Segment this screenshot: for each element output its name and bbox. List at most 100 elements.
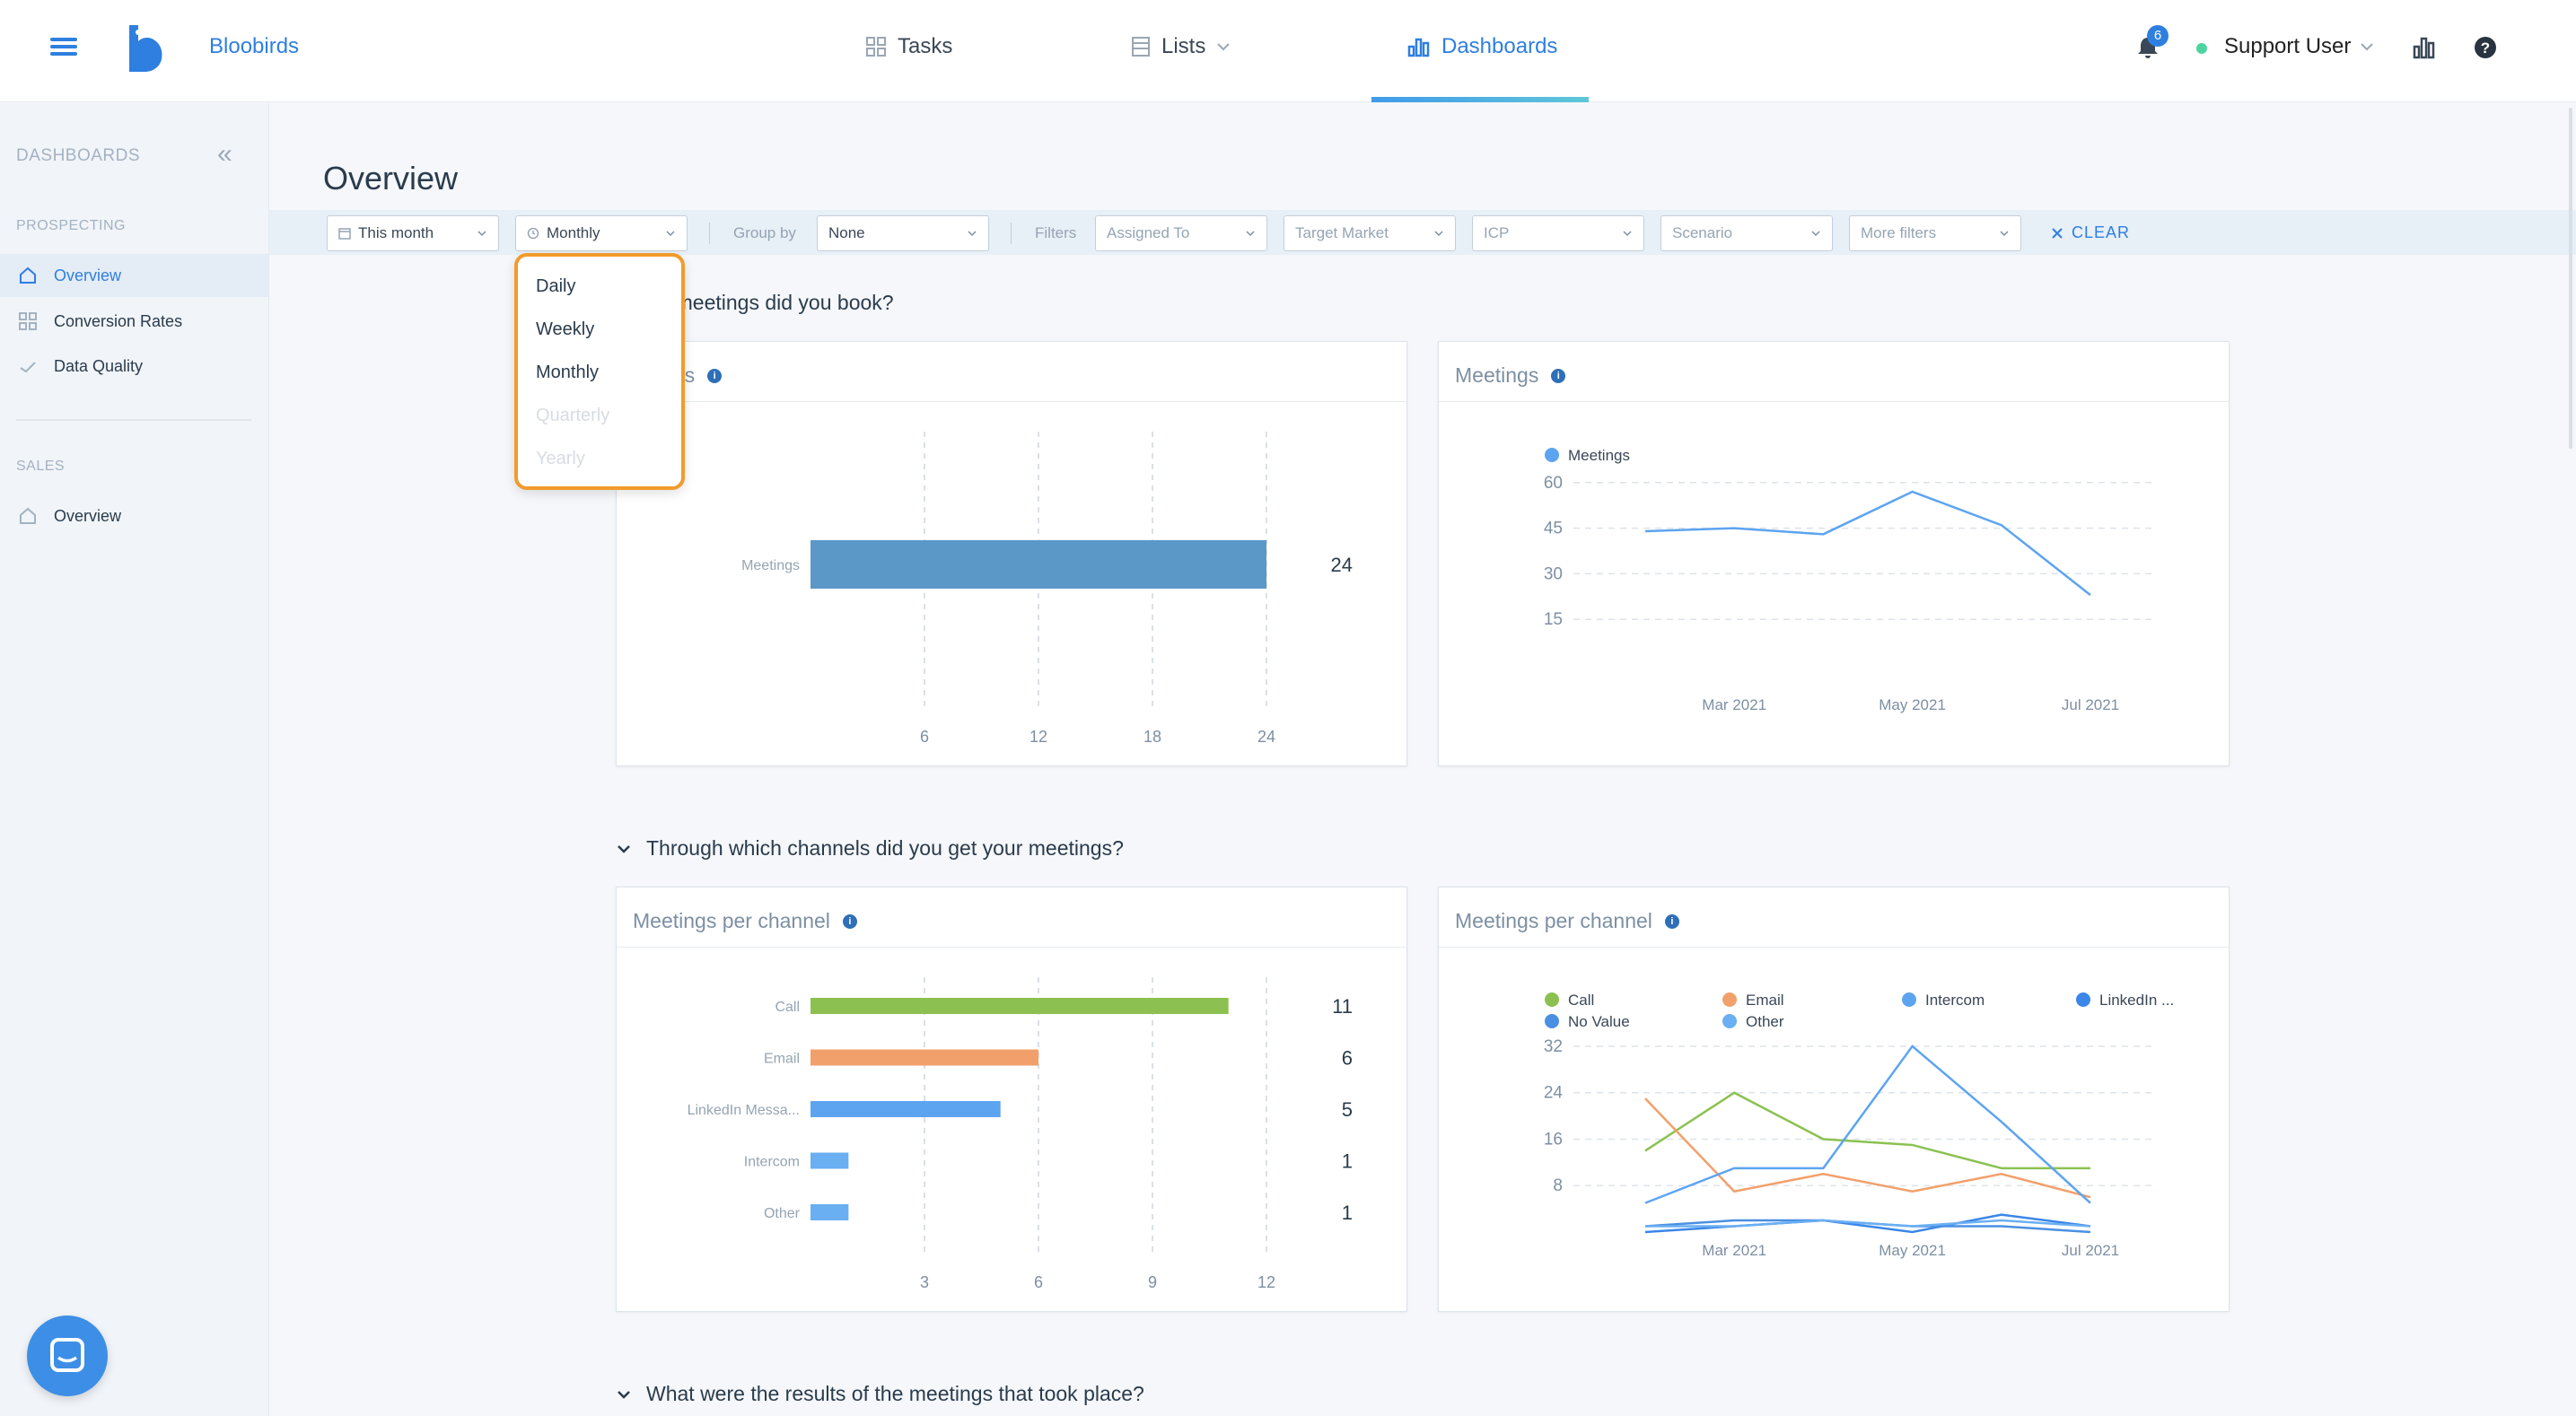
granularity-value: Monthly [547,224,600,241]
chevron-down-icon [618,844,630,853]
sidebar-item-conversion-rates[interactable]: Conversion Rates [0,300,269,343]
icp-select[interactable]: ICP [1472,215,1644,251]
group-by-value: None [828,224,865,241]
legend-label: Meetings [1568,447,1630,464]
info-icon[interactable]: i [707,368,723,383]
bar-call [810,998,1229,1014]
chevron-down-icon [1434,231,1443,237]
info-icon[interactable]: i [1551,368,1566,383]
x-tick-label: Mar 2021 [1702,1242,1766,1259]
page-title: Overview [323,160,459,197]
date-range-value: This month [358,224,434,241]
sidebar-item-overview[interactable]: Overview [0,254,269,297]
bar-meetings [810,540,1266,589]
card-divider [1439,947,2229,948]
legend-marker [1722,992,1737,1007]
series-line-email [1644,1097,2091,1199]
assigned-to-select[interactable]: Assigned To [1095,215,1267,251]
granularity-option-weekly[interactable]: Weekly [536,319,595,339]
x-tick-label: Jul 2021 [2062,1242,2119,1259]
x-tick-label: 3 [920,1273,929,1291]
chevron-down-icon [2361,43,2374,51]
close-icon [2052,227,2063,239]
more-filters-select[interactable]: More filters [1849,215,2021,251]
nav-dashboards-label: Dashboards [1441,34,1558,58]
nav-tasks[interactable]: Tasks [865,34,952,59]
target-market-select[interactable]: Target Market [1284,215,1456,251]
home-icon [20,267,36,284]
chevron-down-icon [1811,231,1820,237]
granularity-dropdown-menu: Daily Weekly Monthly Quarterly Yearly [514,253,685,490]
filter-separator [1011,223,1012,244]
legend-label: Email [1746,992,1784,1009]
info-icon[interactable]: i [1664,913,1679,929]
scrollbar-thumb[interactable] [2569,108,2572,449]
chevron-down-icon [968,231,977,237]
x-tick-label: May 2021 [1879,1242,1946,1259]
category-label: Intercom [744,1155,800,1170]
sidebar-item-label: Overview [54,506,122,525]
x-tick-label: 12 [1257,1273,1275,1291]
scenario-select[interactable]: Scenario [1660,215,1833,251]
section-heading-channels[interactable]: Through which channels did you get your … [616,836,1124,861]
x-tick-label: 6 [1034,1273,1043,1291]
check-icon [20,362,36,373]
grid-icon [866,37,886,57]
calendar-icon [338,228,351,240]
scenario-placeholder: Scenario [1672,224,1733,241]
chevron-down-icon [478,231,486,237]
sidebar-item-data-quality[interactable]: Data Quality [0,345,269,388]
user-menu[interactable]: Support User [2224,34,2374,59]
y-tick-label: 60 [1544,474,1563,493]
bar-chart-icon[interactable] [2411,34,2438,61]
hamburger-menu-icon[interactable] [50,34,77,61]
x-tick-label: 12 [1030,728,1047,746]
date-range-select[interactable]: This month [327,215,499,251]
legend-marker [1545,448,1559,462]
legend-marker [1545,992,1559,1007]
legend-label: Call [1568,992,1594,1009]
y-tick-label: 24 [1544,1084,1564,1103]
legend-label: Other [1746,1013,1784,1030]
section-heading-text: What were the results of the meetings th… [646,1382,1144,1405]
granularity-option-daily[interactable]: Daily [536,276,576,296]
nav-dashboards[interactable]: Dashboards [1407,34,1557,59]
clear-filters-button[interactable]: CLEAR [2052,223,2130,242]
series-line-call [1644,1091,2090,1170]
collapse-sidebar-icon[interactable]: « [217,139,232,169]
granularity-select[interactable]: Monthly [515,215,688,251]
chat-launcher-button[interactable] [27,1315,108,1396]
data-label: 5 [1342,1098,1353,1121]
sidebar-item-sales-overview[interactable]: Overview [0,494,269,538]
help-icon[interactable]: ? [2472,34,2499,61]
card-title-text: Meetings [1455,363,1539,387]
meetings-line-chart: 15 30 45 60 Mar 2021 May 2021 Jul 2021 Meetings [1544,447,2157,713]
y-tick-label: 8 [1553,1176,1563,1195]
target-market-placeholder: Target Market [1295,224,1389,241]
series-line-meetings [1644,490,2091,597]
granularity-option-monthly[interactable]: Monthly [536,363,600,382]
list-icon [1132,37,1150,57]
card-title: Meetings i [1455,363,1566,388]
chevron-down-icon [1217,43,1231,51]
section-heading-results[interactable]: What were the results of the meetings th… [616,1382,1144,1406]
chevron-down-icon [618,1390,630,1399]
group-by-select[interactable]: None [817,215,989,251]
data-label: 1 [1342,1202,1353,1224]
bloobirds-logo[interactable] [126,25,163,72]
sidebar: DASHBOARDS « PROSPECTING Overview Conver… [0,103,269,1416]
nav-tasks-label: Tasks [898,34,953,58]
y-tick-label: 30 [1544,564,1563,583]
legend-label: No Value [1568,1013,1630,1030]
chevron-down-icon [666,231,675,237]
chevron-down-icon [1246,231,1255,237]
channel-line-chart: 8 16 24 32 Mar 2021 May 2021 Jul 2021 Call Email… [1544,992,2174,1259]
sidebar-title: DASHBOARDS [16,146,141,165]
brand-name[interactable]: Bloobirds [209,34,300,58]
nav-lists[interactable]: Lists [1131,34,1231,59]
info-icon[interactable]: i [842,913,857,929]
user-name: Support User [2224,34,2352,58]
category-label: LinkedIn Messa... [688,1103,800,1118]
sidebar-item-label: Data Quality [54,356,144,375]
